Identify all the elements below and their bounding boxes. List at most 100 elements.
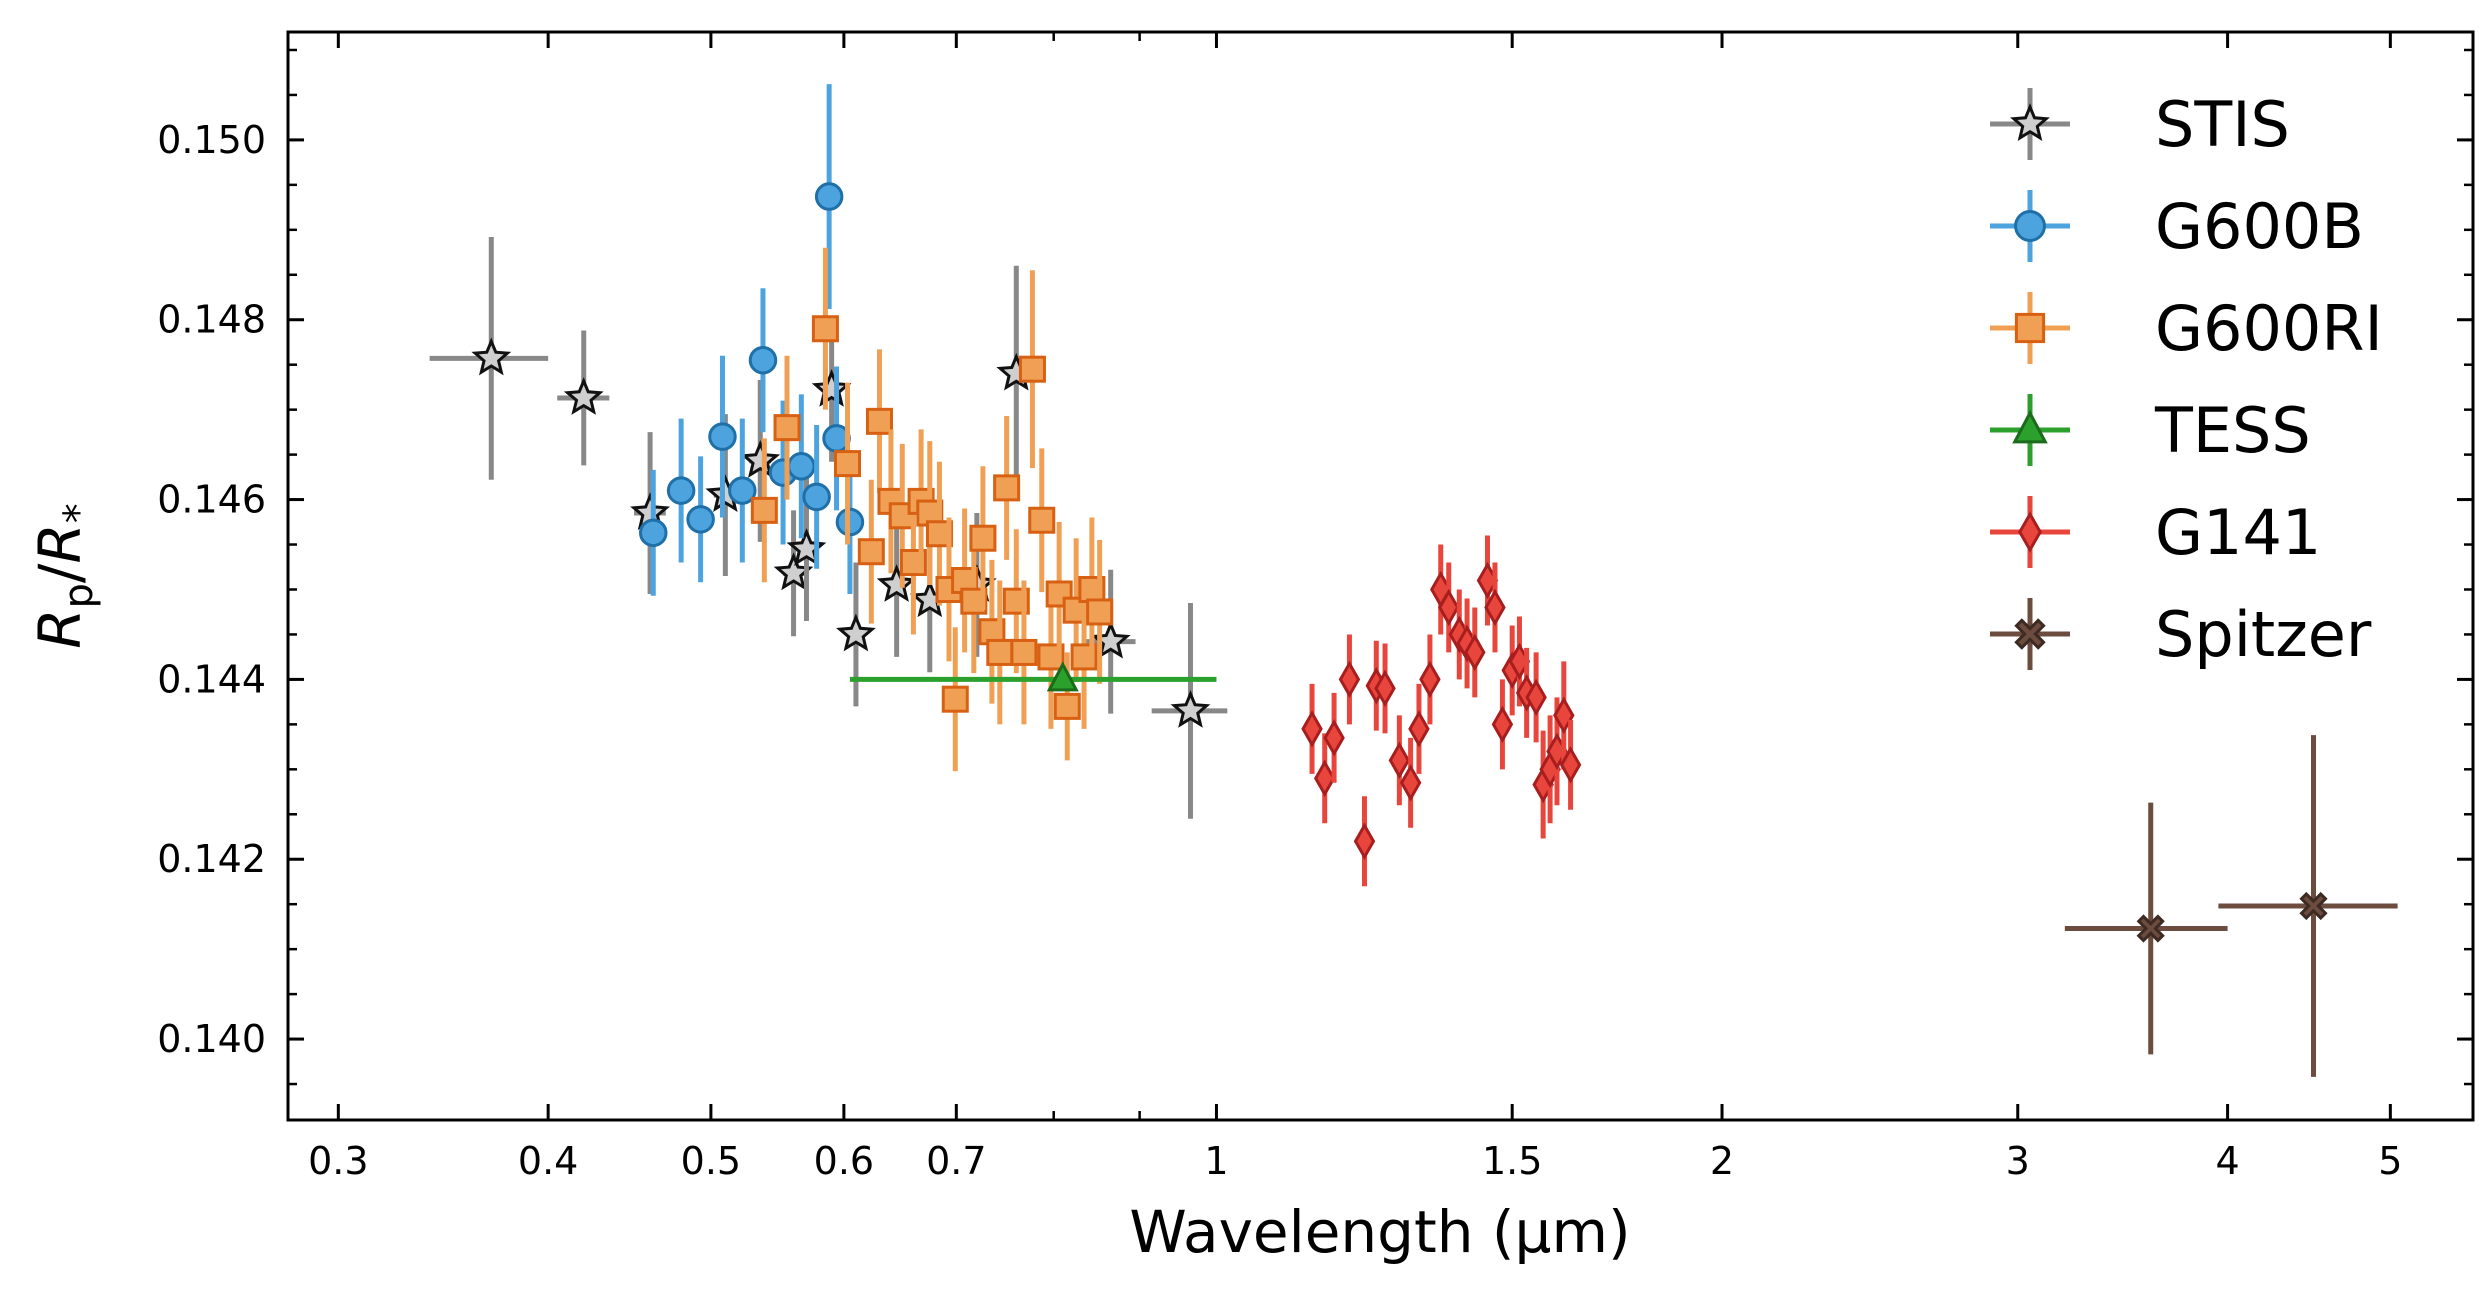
marker [1464,633,1486,672]
data-point-g600ri-23 [1018,270,1046,469]
data-point-g600b-6 [748,288,778,433]
marker [1018,355,1046,383]
marker [1491,705,1514,744]
data-point-spitzer-1 [2064,802,2228,1055]
data-point-stis-3 [630,432,671,594]
legend-label: TESS [2154,394,2311,467]
data-point-g141-18 [1484,562,1506,653]
plot-frame [286,30,2475,1122]
data-point-g141-3 [1323,692,1345,783]
data-point-tess-1 [849,661,1217,692]
series-tess [849,661,1217,692]
marker [471,337,512,376]
y-tick-label: 0.142 [157,837,266,881]
marker [708,422,737,451]
data-point-g141-19 [1491,679,1514,770]
data-point-g141-1 [1301,683,1323,774]
data-point-g141-5 [1353,796,1376,887]
marker [1353,822,1376,861]
series-spitzer [2064,735,2398,1077]
marker [740,439,781,478]
marker [836,613,876,652]
marker [1028,506,1056,534]
marker [865,407,893,435]
x-tick-label: 0.4 [518,1139,578,1183]
data-point-g141-4 [1338,634,1361,725]
data-point-g600b-2 [666,418,696,563]
data-layer [429,84,2398,1077]
marker [787,452,816,481]
series-g141 [1301,535,1582,887]
data-point-g600ri-20 [993,415,1021,560]
marker [666,476,696,505]
data-point-g141-16 [1464,607,1486,698]
x-axis-title: Wavelength (μm) [1129,1198,1630,1266]
y-axis-title-r: R [26,608,94,648]
legend-label: G141 [2155,496,2321,569]
data-point-g600ri-22 [1010,580,1038,725]
data-point-stis-1 [429,237,549,480]
legend-label: Spitzer [2155,598,2372,671]
marker [1313,759,1336,798]
series-g600ri [750,247,1114,772]
marker [686,505,715,534]
marker [986,638,1014,666]
y-axis-title-r2: R [26,523,94,563]
x-tick-label: 3 [2006,1139,2030,1183]
data-point-g600ri-24 [1028,448,1056,593]
legend-marker [2010,103,2050,141]
y-tick-label: 0.148 [157,298,266,342]
legend-marker [2012,409,2048,444]
marker [1399,764,1422,802]
legend-marker [2014,210,2046,242]
x-tick-label: 0.7 [926,1139,986,1183]
marker [748,345,778,375]
data-point-g600b-10 [814,84,844,309]
data-point-g600b-3 [686,456,715,583]
marker [1484,588,1506,627]
data-point-g600ri-5 [857,479,885,624]
data-point-stis-2 [557,330,610,466]
marker [1525,678,1547,717]
y-tick-label: 0.150 [157,118,266,162]
marker [728,476,757,505]
data-point-g141-9 [1399,737,1422,828]
legend-item-g141: G141 [1990,496,2321,569]
data-point-g141-11 [1419,634,1441,725]
data-point-g600ri-3 [811,247,839,410]
data-point-g141-2 [1313,733,1336,824]
legend-marker [2018,511,2042,553]
data-point-spitzer-2 [2218,735,2398,1077]
x-tick-label: 0.3 [308,1139,368,1183]
legend-marker [2014,312,2046,344]
legend-item-stis: STIS [1990,88,2290,161]
x-tick-label: 0.6 [814,1139,874,1183]
legend-marker [2014,618,2046,650]
y-tick-label: 0.146 [157,478,266,522]
data-point-g600ri-1 [750,438,778,583]
marker [814,182,844,211]
data-point-g600ri-2 [773,355,801,500]
data-point-stis-15 [1151,602,1228,819]
marker [1438,588,1460,627]
marker [811,315,839,343]
y-axis-title-sub-p: p [56,583,102,608]
marker [1323,719,1345,757]
data-point-g600b-5 [728,418,757,563]
marker [563,377,604,415]
marker [1374,669,1396,708]
marker [876,564,917,602]
data-point-g600b-1 [639,469,668,596]
marker [802,482,831,512]
x-tick-label: 5 [2378,1139,2402,1183]
marker [2299,891,2328,921]
data-point-g141-10 [1408,683,1430,774]
marker [1046,661,1079,692]
marker [2136,914,2165,943]
marker [639,518,668,548]
legend-item-tess: TESS [1990,394,2311,467]
data-point-g600ri-4 [834,382,862,545]
y-tick-label: 0.140 [157,1017,266,1061]
x-tick-label: 1.5 [1482,1139,1542,1183]
